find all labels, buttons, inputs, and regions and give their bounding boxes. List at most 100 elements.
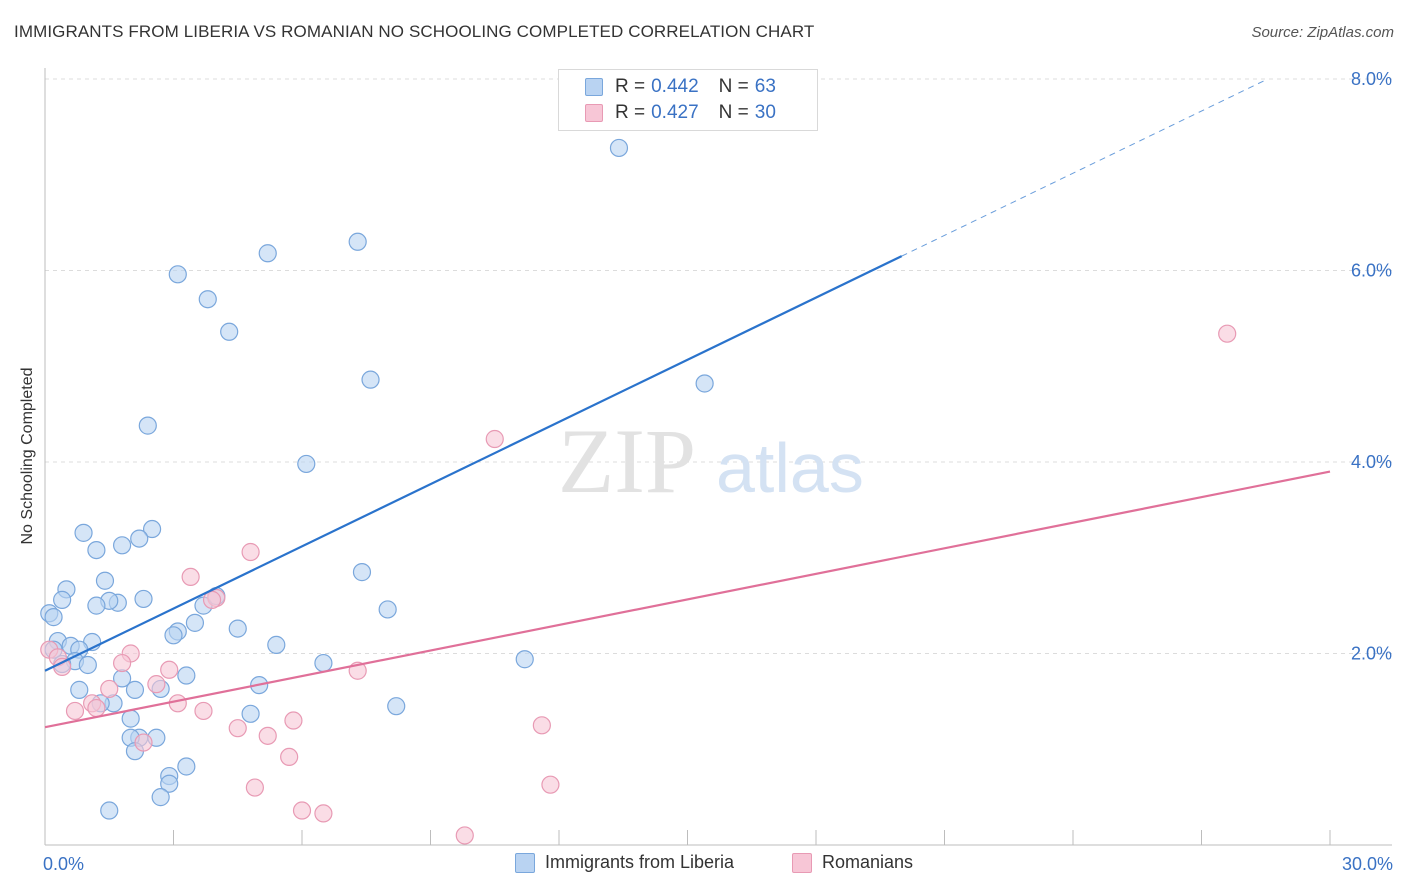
correlation-legend: R = 0.442 N = 63 R = 0.427 N = 30 <box>558 69 818 131</box>
legend-swatch-liberia <box>585 78 603 96</box>
series-legend-romanians: Romanians <box>792 852 913 873</box>
data-point-liberia <box>361 370 380 389</box>
data-point-romanians <box>258 726 277 745</box>
data-point-liberia <box>130 529 149 548</box>
series-legend-label-liberia: Immigrants from Liberia <box>545 852 735 872</box>
data-point-romanians <box>147 675 166 694</box>
y-axis-label: No Schooling Completed <box>19 367 36 545</box>
series-legend-label-romanians: Romanians <box>822 852 914 872</box>
data-point-liberia <box>168 265 187 284</box>
data-point-romanians <box>168 694 187 713</box>
data-point-liberia <box>515 650 534 669</box>
data-point-liberia <box>378 600 397 619</box>
data-point-liberia <box>177 666 196 685</box>
trend-line-liberia <box>44 255 903 672</box>
data-point-liberia <box>70 680 89 699</box>
legend-n-value: 63 <box>754 76 776 97</box>
data-point-romanians <box>1218 324 1237 343</box>
data-point-liberia <box>241 704 260 723</box>
gridlines <box>45 78 1392 654</box>
data-point-romanians <box>160 660 179 679</box>
series-legend-liberia: Immigrants from Liberia <box>515 852 734 873</box>
data-point-liberia <box>95 571 115 590</box>
data-point-liberia <box>125 680 145 699</box>
series-legend: Immigrants from Liberia Romanians <box>0 852 1406 876</box>
legend-row-romanians: R = 0.427 N = 30 <box>585 101 776 125</box>
data-point-liberia <box>258 244 277 263</box>
data-point-liberia <box>164 626 183 645</box>
chart-title: IMMIGRANTS FROM LIBERIA VS ROMANIAN NO S… <box>14 22 815 41</box>
watermark-atlas: atlas <box>716 429 864 507</box>
data-point-liberia <box>112 536 132 555</box>
data-point-romanians <box>314 804 333 823</box>
data-point-liberia <box>100 801 119 820</box>
data-point-romanians <box>65 701 85 721</box>
data-point-romanians <box>53 657 72 677</box>
source-credit: Source: ZipAtlas.com <box>1251 24 1394 41</box>
data-point-romanians <box>280 747 299 767</box>
data-point-liberia <box>177 757 196 776</box>
trend-line-romanians <box>44 470 1331 729</box>
data-point-liberia <box>74 523 93 542</box>
data-point-romanians <box>100 679 119 699</box>
y-tick-label: 2.0% <box>1351 644 1392 664</box>
watermark-zip: ZIP <box>558 410 696 512</box>
y-tick-label: 4.0% <box>1351 452 1392 472</box>
legend-r-label: R = <box>615 102 646 123</box>
data-point-liberia <box>78 655 97 675</box>
data-point-liberia <box>44 608 63 627</box>
data-point-romanians <box>194 701 213 721</box>
legend-swatch-romanians <box>585 104 603 122</box>
series-legend-swatch-liberia <box>515 852 535 873</box>
data-point-liberia <box>267 635 286 654</box>
data-point-liberia <box>297 454 316 474</box>
data-point-romanians <box>292 801 312 820</box>
data-point-liberia <box>160 774 179 793</box>
data-point-romanians <box>202 590 222 609</box>
data-point-liberia <box>348 232 367 251</box>
data-point-liberia <box>387 697 406 716</box>
data-point-liberia <box>134 589 153 609</box>
data-point-romanians <box>181 567 200 587</box>
series-legend-swatch-romanians <box>792 852 812 873</box>
legend-n-value: 30 <box>754 102 776 123</box>
trend-line-liberia-extension <box>901 79 1266 257</box>
zipatlas-watermark: ZIP atlas <box>558 410 864 512</box>
data-point-liberia <box>185 613 205 632</box>
legend-n-label: N = <box>718 76 749 97</box>
tick-labels: 2.0% 4.0% 6.0% 8.0% 0.0% 30.0% <box>43 69 1393 874</box>
data-point-romanians <box>134 733 153 752</box>
data-point-romanians <box>112 653 132 673</box>
legend-r-value: 0.442 <box>651 76 699 97</box>
data-point-liberia <box>352 563 372 582</box>
legend-r-label: R = <box>615 76 646 97</box>
data-point-romanians <box>87 698 106 718</box>
y-tick-label: 8.0% <box>1351 69 1392 89</box>
data-point-liberia <box>151 788 170 807</box>
data-point-romanians <box>455 826 474 845</box>
data-point-liberia <box>220 322 239 341</box>
data-point-romanians <box>485 429 504 449</box>
series-romanians-points <box>40 324 1237 845</box>
trend-lines <box>44 79 1331 729</box>
legend-r-value: 0.427 <box>651 102 699 123</box>
data-point-romanians <box>541 775 560 794</box>
legend-n-label: N = <box>718 102 749 123</box>
data-point-liberia <box>87 540 106 560</box>
data-point-liberia <box>138 416 157 435</box>
x-tick-label: 30.0% <box>1342 854 1393 874</box>
data-point-romanians <box>228 719 247 738</box>
legend-row-liberia: R = 0.442 N = 63 <box>585 75 776 99</box>
data-point-romanians <box>241 542 260 562</box>
data-point-liberia <box>142 519 162 539</box>
data-point-liberia <box>87 596 106 615</box>
y-tick-label: 6.0% <box>1351 261 1392 281</box>
axes <box>44 68 1392 846</box>
data-point-liberia <box>609 138 629 158</box>
data-point-liberia <box>198 290 217 309</box>
data-point-liberia <box>53 590 72 609</box>
x-tick-label: 0.0% <box>43 854 84 874</box>
data-point-liberia <box>228 619 247 638</box>
data-point-liberia <box>314 653 333 673</box>
